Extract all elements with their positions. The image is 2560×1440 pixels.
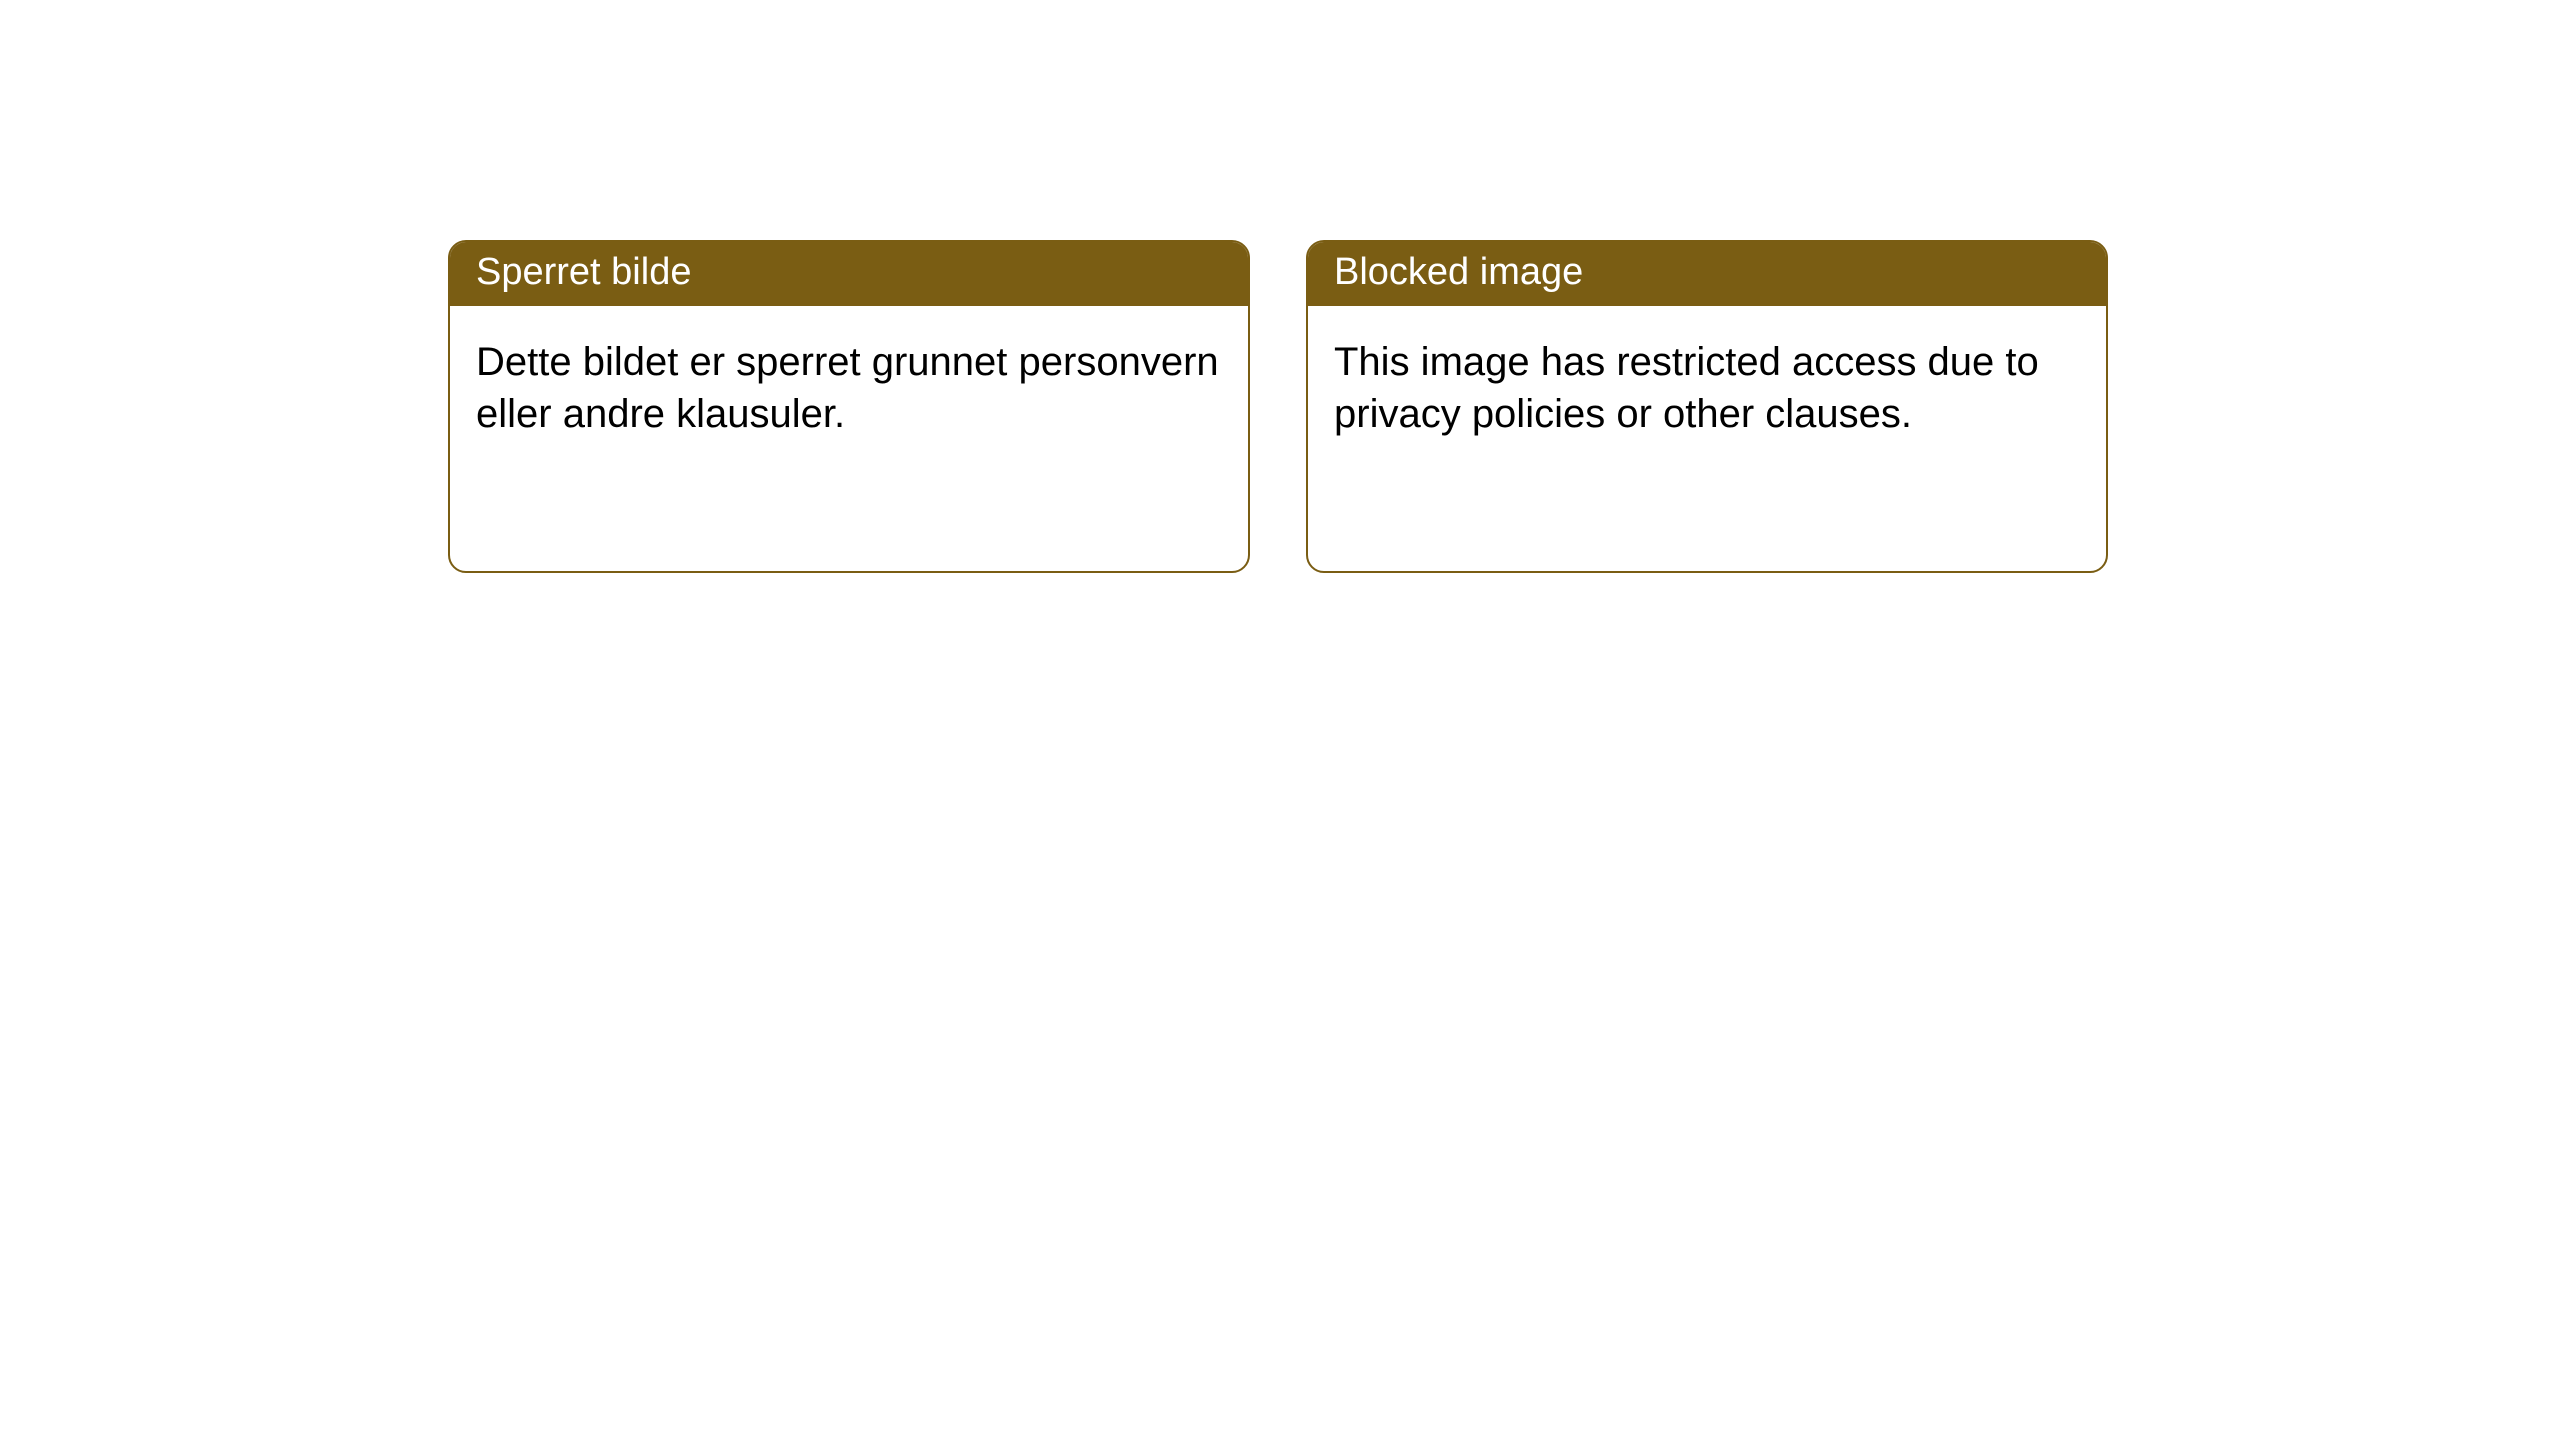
notice-title-english: Blocked image [1308,242,2106,306]
notice-title-norwegian: Sperret bilde [450,242,1248,306]
notice-body-english: This image has restricted access due to … [1308,306,2106,470]
notice-card-english: Blocked image This image has restricted … [1306,240,2108,573]
notice-body-norwegian: Dette bildet er sperret grunnet personve… [450,306,1248,470]
notice-container: Sperret bilde Dette bildet er sperret gr… [0,0,2560,573]
notice-card-norwegian: Sperret bilde Dette bildet er sperret gr… [448,240,1250,573]
